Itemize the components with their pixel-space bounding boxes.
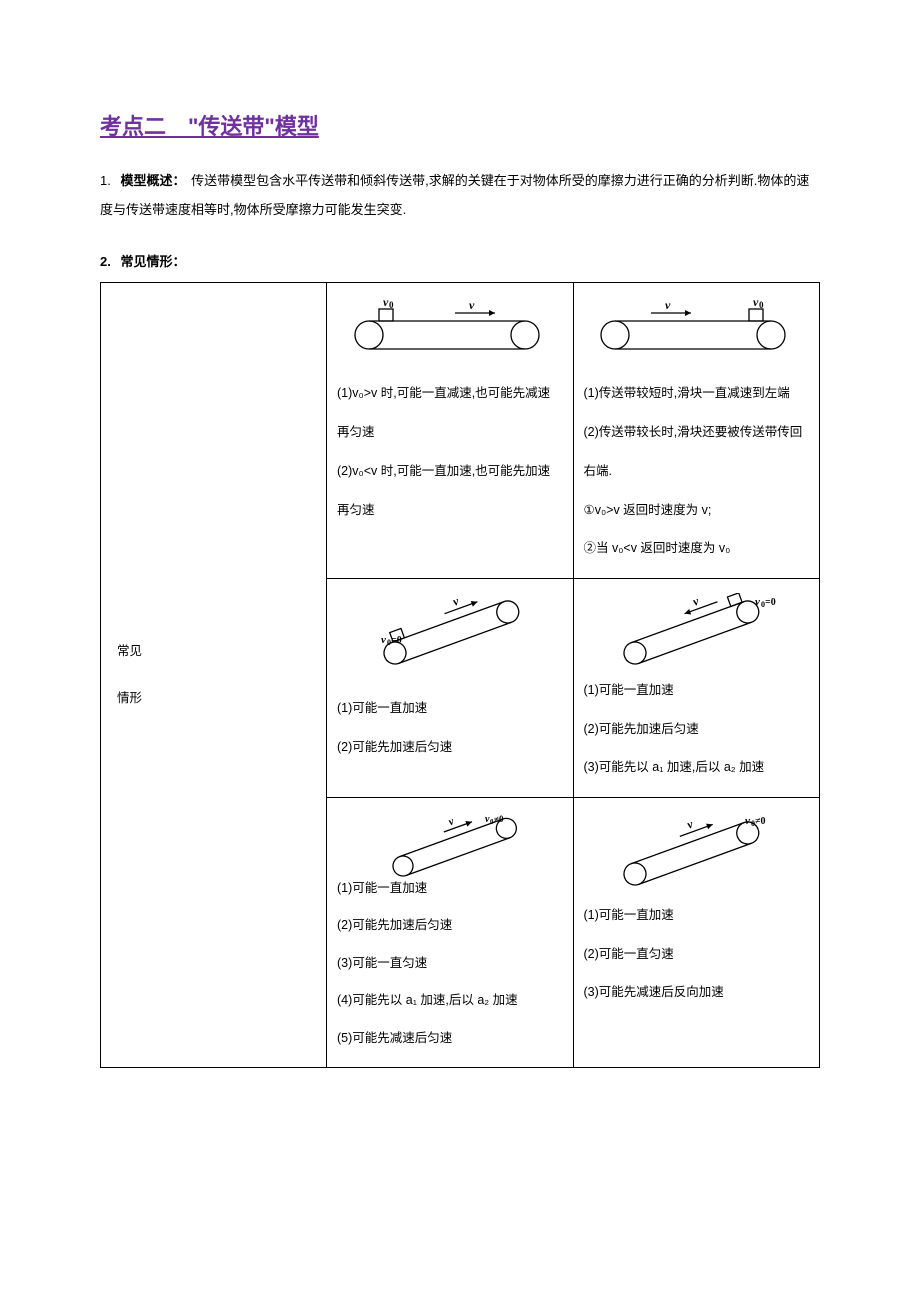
r2l-2: (2)可能先加速后匀速 <box>337 728 563 767</box>
diagram-horizontal-left: v 0 v <box>337 291 563 369</box>
svg-text:≠0: ≠0 <box>494 814 504 824</box>
r3r-2: (2)可能一直匀速 <box>584 935 810 974</box>
model-overview: 1. 模型概述： 传送带模型包含水平传送带和倾斜传送带,求解的关键在于对物体所受… <box>100 167 820 224</box>
cell-r1-right: v 0 v (1)传送带较短时,滑块一直减速到左端 (2)传送带较长时,滑块还要… <box>573 282 820 579</box>
overview-num: 1. <box>100 173 111 188</box>
r2r-3: (3)可能先以 a₁ 加速,后以 a₂ 加速 <box>584 748 810 787</box>
svg-text:v: v <box>450 594 460 609</box>
r3-right-text: (1)可能一直加速 (2)可能一直匀速 (3)可能先减速后反向加速 <box>584 890 810 1012</box>
svg-text:v: v <box>665 298 671 312</box>
svg-text:v: v <box>745 815 750 827</box>
conveyor-incline-up-v-icon: v v 0 =0 <box>375 593 555 671</box>
r3l-2: (2)可能先加速后匀速 <box>337 907 563 945</box>
svg-text:v: v <box>755 596 760 608</box>
diagram-incline-up-left: v v 0 =0 <box>337 587 563 683</box>
r1r-3: ①v₀>v 返回时速度为 v; <box>584 491 810 530</box>
svg-text:≠0: ≠0 <box>755 816 766 827</box>
svg-text:=0: =0 <box>391 635 402 646</box>
svg-text:0: 0 <box>759 300 764 310</box>
svg-text:0: 0 <box>389 300 394 310</box>
cell-r2-right: v v 0 =0 (1)可能一直加速 (2)可能先加速后匀速 (3)可能先以 a… <box>573 579 820 798</box>
conveyor-incline-down-v-icon: v v 0 =0 <box>615 593 795 671</box>
section2-num: 2. <box>100 254 111 269</box>
r1r-4: ②当 v₀<v 返回时速度为 v₀ <box>584 529 810 568</box>
svg-text:v: v <box>691 594 701 609</box>
conveyor-horizontal-box-left-icon: v 0 v <box>345 297 555 357</box>
r2-right-text: (1)可能一直加速 (2)可能先加速后匀速 (3)可能先以 a₁ 加速,后以 a… <box>584 665 810 787</box>
r3l-5: (5)可能先减速后匀速 <box>337 1020 563 1058</box>
r2l-1: (1)可能一直加速 <box>337 689 563 728</box>
r2r-2: (2)可能先加速后匀速 <box>584 710 810 749</box>
cell-r3-left: v v 0 ≠0 (1)可能一直加速 (2)可能先加速后匀速 (3)可能一直匀速… <box>327 798 574 1068</box>
sidebar-line2: 情形 <box>117 675 326 723</box>
r1l-2: (2)v₀<v 时,可能一直加速,也可能先加速再匀速 <box>337 452 563 530</box>
diagram-incline-down-nz-right: v v 0 ≠0 <box>584 806 810 904</box>
svg-text:v: v <box>381 634 386 646</box>
diagram-incline-down-right: v v 0 =0 <box>584 587 810 683</box>
r2-left-text: (1)可能一直加速 (2)可能先加速后匀速 <box>337 683 563 767</box>
r3r-1: (1)可能一直加速 <box>584 896 810 935</box>
section-common-cases: 2. 常见情形： <box>100 252 820 272</box>
r1r-1: (1)传送带较短时,滑块一直减速到左端 <box>584 374 810 413</box>
r1r-2: (2)传送带较长时,滑块还要被传送带传回右端. <box>584 413 810 491</box>
r3l-3: (3)可能一直匀速 <box>337 945 563 983</box>
cell-r3-right: v v 0 ≠0 (1)可能一直加速 (2)可能一直匀速 (3)可能先减速后反向… <box>573 798 820 1068</box>
r1-right-text: (1)传送带较短时,滑块一直减速到左端 (2)传送带较长时,滑块还要被传送带传回… <box>584 368 810 568</box>
cell-r1-left: v 0 v (1)v₀>v 时,可能一直减速,也可能先减速再匀速 (2)v₀<v… <box>327 282 574 579</box>
r3r-3: (3)可能先减速后反向加速 <box>584 973 810 1012</box>
r1-left-text: (1)v₀>v 时,可能一直减速,也可能先减速再匀速 (2)v₀<v 时,可能一… <box>337 368 563 529</box>
cell-r2-left: v v 0 =0 (1)可能一直加速 (2)可能先加速后匀速 <box>327 579 574 798</box>
sidebar-line1: 常见 <box>117 628 326 676</box>
r3l-4: (4)可能先以 a₁ 加速,后以 a₂ 加速 <box>337 982 563 1020</box>
diagram-horizontal-right: v 0 v <box>584 291 810 369</box>
r1l-1: (1)v₀>v 时,可能一直减速,也可能先减速再匀速 <box>337 374 563 452</box>
svg-text:v: v <box>469 298 475 312</box>
page-title: 考点二 "传送带"模型 <box>100 110 820 143</box>
svg-text:v: v <box>685 817 695 832</box>
section2-label: 常见情形： <box>120 254 185 269</box>
overview-text: 传送带模型包含水平传送带和倾斜传送带,求解的关键在于对物体所受的摩擦力进行正确的… <box>100 173 809 217</box>
svg-text:=0: =0 <box>765 597 776 608</box>
cases-table: 常见 情形 v 0 v <box>100 282 820 1069</box>
overview-label: 模型概述： <box>120 173 185 188</box>
sidebar-label-cell: 常见 情形 <box>101 282 327 1068</box>
r3-left-text: (1)可能一直加速 (2)可能先加速后匀速 (3)可能一直匀速 (4)可能先以 … <box>337 864 563 1058</box>
conveyor-incline-down-nz-icon: v v 0 ≠0 <box>615 812 795 892</box>
svg-text:v: v <box>447 816 456 829</box>
conveyor-horizontal-box-right-icon: v 0 v <box>591 297 801 357</box>
